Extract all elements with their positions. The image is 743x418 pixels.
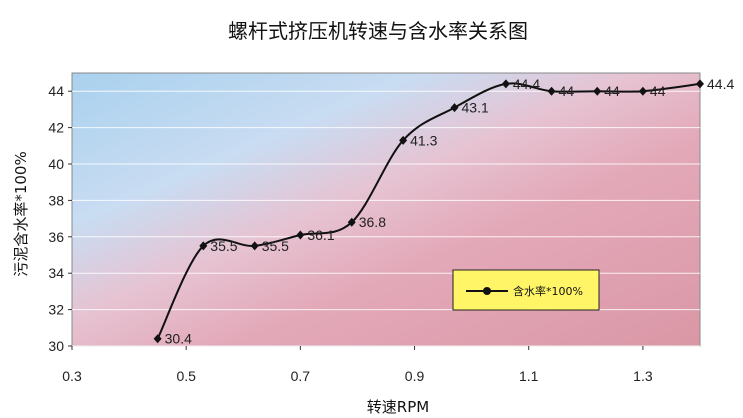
- data-point: [199, 241, 208, 251]
- chart-title: 螺杆式挤压机转速与含水率关系图: [228, 19, 528, 43]
- y-axis-ticks: 30 32 34 36 38 40 42 44: [48, 83, 72, 354]
- data-label: 36.1: [307, 227, 334, 243]
- data-label: 44.4: [513, 76, 540, 92]
- gridlines: [72, 90, 700, 347]
- y-tick-label: 42: [48, 120, 64, 136]
- data-markers: [153, 79, 704, 344]
- y-tick-label: 34: [48, 265, 64, 281]
- y-tick-label: 40: [48, 156, 64, 172]
- data-point: [501, 79, 510, 89]
- data-point: [296, 230, 305, 240]
- x-tick-label: 0.9: [405, 368, 425, 384]
- data-label: 35.5: [210, 238, 237, 254]
- x-tick-label: 1.1: [519, 368, 539, 384]
- y-axis-label: 污泥含水率*100%: [12, 151, 30, 276]
- y-tick-label: 30: [48, 338, 64, 354]
- data-point: [547, 86, 556, 96]
- data-label: 44: [650, 83, 666, 99]
- legend: 含水率*100%: [452, 269, 600, 311]
- y-tick-label: 32: [48, 302, 64, 318]
- data-label: 44: [604, 83, 620, 99]
- data-point: [250, 241, 259, 251]
- legend-marker: [483, 287, 491, 295]
- y-tick-label: 38: [48, 192, 64, 208]
- data-label: 44: [559, 83, 575, 99]
- data-label: 30.4: [165, 331, 192, 347]
- data-point: [450, 103, 459, 113]
- data-point: [153, 334, 162, 344]
- x-tick-label: 0.3: [62, 368, 82, 384]
- data-label: 41.3: [410, 132, 437, 148]
- data-label: 44.4: [707, 76, 734, 92]
- y-tick-label: 44: [48, 83, 64, 99]
- data-label: 43.1: [462, 100, 489, 116]
- data-label: 36.8: [359, 214, 386, 230]
- data-label: 35.5: [262, 238, 289, 254]
- data-point: [638, 86, 647, 96]
- data-point: [399, 135, 408, 145]
- x-tick-label: 1.3: [633, 368, 653, 384]
- x-axis-label: 转速RPM: [367, 398, 429, 416]
- x-tick-label: 0.7: [291, 368, 311, 384]
- plot-area: [71, 72, 701, 347]
- data-labels: 30.4 35.5 35.5 36.1 36.8 41.3 43.1 44.4 44 44 44 44…: [165, 76, 735, 347]
- data-point: [593, 86, 602, 96]
- data-point: [347, 217, 356, 227]
- x-axis-ticks: 0.3 0.5 0.7 0.9 1.1 1.3: [62, 346, 653, 384]
- legend-label: 含水率*100%: [513, 284, 583, 298]
- y-tick-label: 36: [48, 229, 64, 245]
- data-point: [696, 79, 704, 89]
- x-tick-label: 0.5: [176, 368, 196, 384]
